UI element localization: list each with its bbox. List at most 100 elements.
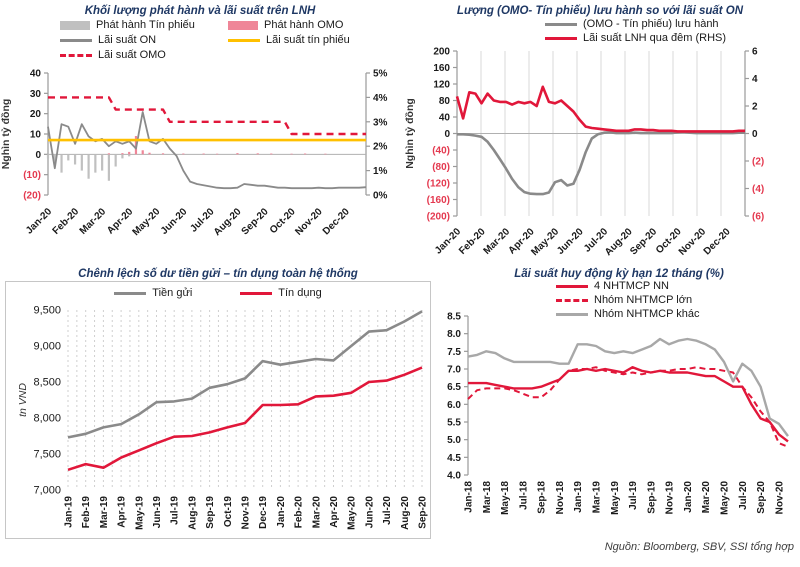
- svg-text:Jul-18: Jul-18: [518, 481, 529, 510]
- svg-text:(40): (40): [432, 146, 450, 157]
- svg-text:Feb-19: Feb-19: [81, 496, 92, 529]
- svg-text:May-19: May-19: [610, 481, 621, 515]
- legend-item: Nhóm NHTMCP khác: [556, 308, 700, 320]
- svg-text:Jul-20: Jul-20: [382, 496, 393, 525]
- legend-swatch-bar: [228, 20, 258, 30]
- svg-text:(120): (120): [427, 179, 450, 190]
- svg-text:Nghìn tỷ đồng: Nghìn tỷ đồng: [404, 98, 416, 169]
- legend-label: Lãi suất tín phiếu: [266, 34, 350, 46]
- svg-text:Mar-20: Mar-20: [311, 496, 322, 529]
- svg-text:2: 2: [752, 102, 758, 113]
- legend-label: Phát hành Tín phiếu: [96, 19, 195, 31]
- svg-text:6.0: 6.0: [447, 400, 461, 411]
- svg-text:Nov-19: Nov-19: [241, 496, 252, 530]
- legend-label: Tín dụng: [278, 287, 322, 299]
- svg-text:Aug-20: Aug-20: [212, 206, 244, 238]
- panel-omo-net: Lượng (OMO- Tín phiếu) lưu hành so với l…: [400, 0, 800, 260]
- svg-text:1%: 1%: [373, 166, 388, 177]
- omo-net-chart-canvas: 200 160 120 80 40 0 (40) (80) (120) (160) (200) 6 4 2…: [404, 47, 764, 258]
- svg-text:Mar-20: Mar-20: [78, 206, 109, 237]
- svg-text:Sep-20: Sep-20: [240, 206, 271, 237]
- legend-swatch-bar: [60, 20, 90, 30]
- svg-text:8,000: 8,000: [33, 413, 61, 425]
- svg-text:6: 6: [752, 47, 758, 58]
- svg-text:May-20: May-20: [131, 206, 163, 238]
- svg-text:Jul-20: Jul-20: [738, 481, 749, 510]
- legend-label: Nhóm NHTMCP khác: [594, 308, 700, 320]
- svg-text:Apr-19: Apr-19: [117, 496, 128, 528]
- deposit-credit-chart-title: Chênh lệch số dư tiền gửi – tín dụng toà…: [78, 268, 358, 280]
- legend-label: Nhóm NHTMCP lớn: [594, 294, 693, 306]
- svg-text:May-20: May-20: [529, 226, 561, 257]
- svg-text:20: 20: [30, 109, 42, 120]
- svg-text:Dec-19: Dec-19: [258, 496, 269, 529]
- svg-text:8.0: 8.0: [447, 329, 461, 340]
- legend-item: Lãi suất LNH qua đêm (RHS): [545, 32, 726, 44]
- deposit-rate-legend: 4 NHTMCP NN Nhóm NHTMCP lớn Nhóm NHTMCP kh…: [556, 280, 700, 320]
- svg-text:(20): (20): [23, 191, 41, 202]
- legend-label: (OMO - Tín phiếu) lưu hành: [583, 18, 719, 30]
- legend-label: Lãi suất ON: [98, 34, 157, 46]
- svg-text:30: 30: [30, 89, 42, 100]
- svg-text:Nov-18: Nov-18: [555, 481, 566, 515]
- svg-text:Jul-19: Jul-19: [170, 496, 181, 525]
- legend-item: Lãi suất OMO: [60, 49, 228, 61]
- svg-text:Mar-19: Mar-19: [592, 481, 603, 514]
- legend-swatch-dash: [556, 298, 588, 302]
- legend-item: Phát hành Tín phiếu: [60, 19, 228, 31]
- svg-text:7.5: 7.5: [447, 347, 461, 358]
- svg-text:2%: 2%: [373, 142, 388, 153]
- svg-text:Jun-20: Jun-20: [364, 496, 375, 529]
- svg-text:4.5: 4.5: [447, 453, 461, 464]
- svg-text:Sep-20: Sep-20: [418, 496, 429, 529]
- panel-deposit-rate: Lãi suất huy động kỳ hạn 12 tháng (%) 4 …: [438, 263, 800, 553]
- svg-text:4: 4: [752, 74, 758, 85]
- svg-text:5.5: 5.5: [447, 418, 461, 429]
- svg-text:(80): (80): [432, 162, 450, 173]
- issuance-chart-canvas: 40 30 20 10 0 (10) (20) 5% 4% 3% 2% 1% 0% Jan-20Feb-2…: [0, 69, 388, 239]
- legend-swatch-dash: [60, 53, 92, 57]
- svg-text:5.0: 5.0: [447, 435, 461, 446]
- svg-text:Sep-20: Sep-20: [756, 481, 767, 514]
- legend-label: Tiền gửi: [152, 287, 193, 299]
- legend-swatch-line: [556, 312, 588, 316]
- svg-text:40: 40: [30, 69, 42, 80]
- svg-text:Mar-20: Mar-20: [482, 226, 513, 257]
- panel-deposit-credit: Chênh lệch số dư tiền gửi – tín dụng toà…: [0, 263, 436, 553]
- svg-text:40: 40: [439, 113, 451, 124]
- deposit-credit-plot-frame: [5, 281, 431, 539]
- legend-label: Phát hành OMO: [264, 19, 344, 31]
- svg-text:7,500: 7,500: [33, 449, 61, 461]
- legend-item: Nhóm NHTMCP lớn: [556, 294, 700, 306]
- issuance-legend: Phát hành Tín phiếu Phát hành OMO Lãi suất…: [60, 19, 350, 61]
- svg-text:0: 0: [35, 150, 41, 161]
- svg-text:80: 80: [439, 96, 451, 107]
- legend-swatch-line: [228, 38, 260, 42]
- svg-text:Nov-20: Nov-20: [293, 206, 325, 238]
- svg-text:Jan-19: Jan-19: [64, 496, 75, 528]
- svg-text:(6): (6): [752, 212, 764, 223]
- legend-swatch-line: [240, 291, 273, 295]
- svg-text:0: 0: [444, 129, 450, 140]
- svg-text:Apr-20: Apr-20: [329, 496, 340, 528]
- svg-text:Aug-19: Aug-19: [187, 496, 198, 530]
- svg-text:Jun-20: Jun-20: [159, 206, 190, 237]
- svg-text:May-19: May-19: [134, 496, 145, 530]
- svg-text:(160): (160): [427, 195, 450, 206]
- svg-text:5%: 5%: [373, 69, 388, 80]
- svg-text:0: 0: [752, 129, 758, 140]
- svg-text:Aug-20: Aug-20: [400, 496, 411, 530]
- svg-text:Jan-20: Jan-20: [683, 481, 694, 513]
- omo-net-chart-title: Lượng (OMO- Tín phiếu) lưu hành so với l…: [456, 5, 744, 17]
- svg-text:160: 160: [433, 63, 450, 74]
- legend-item: Tín dụng: [240, 287, 322, 299]
- legend-item: Lãi suất tín phiếu: [228, 34, 350, 46]
- svg-text:Sep-19: Sep-19: [646, 481, 657, 514]
- panel-issuance-rates: Khối lượng phát hành và lãi suất trên LN…: [0, 0, 400, 260]
- svg-text:200: 200: [433, 47, 450, 58]
- svg-text:9,500: 9,500: [33, 305, 61, 317]
- issuance-chart-title: Khối lượng phát hành và lãi suất trên LN…: [84, 5, 316, 17]
- svg-text:3%: 3%: [373, 117, 388, 128]
